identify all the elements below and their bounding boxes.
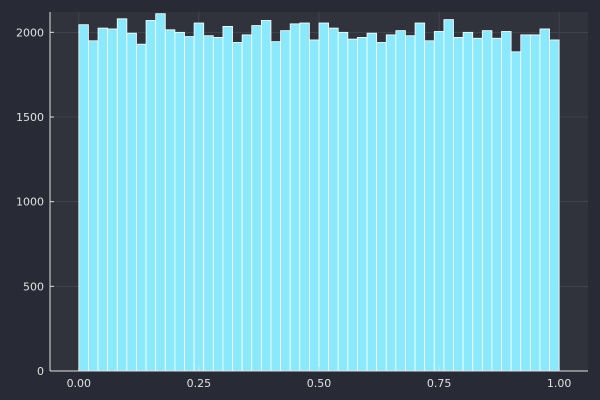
histogram-bar xyxy=(501,31,512,372)
histogram-bar xyxy=(405,35,416,372)
x-tick-label: 0.25 xyxy=(187,377,212,390)
histogram-bar xyxy=(88,40,99,372)
histogram-bar xyxy=(280,30,291,372)
histogram-bar xyxy=(241,34,253,372)
histogram-bar xyxy=(385,34,397,372)
y-tick-label: 500 xyxy=(23,280,44,293)
histogram-bar xyxy=(433,31,445,372)
histogram-bar xyxy=(260,20,272,372)
histogram-bar xyxy=(203,35,214,372)
histogram-bar xyxy=(251,25,262,372)
y-tick-label: 0 xyxy=(37,365,44,378)
histogram-bar xyxy=(443,19,454,372)
histogram-bar xyxy=(212,37,224,372)
histogram-bar xyxy=(116,18,128,372)
histogram-bar xyxy=(539,28,550,372)
histogram-bar xyxy=(376,42,387,372)
histogram-bar xyxy=(337,31,349,372)
histogram-bar xyxy=(481,30,493,372)
y-tick-label: 2000 xyxy=(16,26,44,39)
histogram-bar xyxy=(491,37,502,372)
histogram-bar xyxy=(222,25,233,372)
histogram-bar xyxy=(395,30,406,372)
histogram-bar xyxy=(549,39,560,372)
histogram-bar xyxy=(97,27,109,372)
histogram-bar xyxy=(136,43,147,372)
histogram-bar xyxy=(308,39,320,372)
histogram-bar xyxy=(510,51,522,372)
x-tick-label: 0.00 xyxy=(67,377,92,390)
histogram-bar xyxy=(462,31,474,372)
histogram-bar xyxy=(357,37,368,372)
histogram-bar xyxy=(107,28,118,372)
x-tick-label: 1.00 xyxy=(547,377,572,390)
histogram-bar xyxy=(232,42,243,372)
histogram-bar xyxy=(529,34,541,372)
histogram-bar xyxy=(193,22,205,372)
x-tick-label: 0.50 xyxy=(307,377,332,390)
histogram-bar xyxy=(126,32,137,372)
histogram-bar xyxy=(414,22,426,372)
histogram-bar xyxy=(453,37,464,372)
histogram-bar xyxy=(299,22,310,372)
histogram-bar xyxy=(184,36,195,372)
histogram-bar xyxy=(78,24,89,372)
histogram-bar xyxy=(270,41,281,372)
histogram-bar xyxy=(318,22,330,372)
histogram-bar xyxy=(366,32,378,372)
tick-labels: 0 500 1000 1500 2000 0.00 0.25 0.50 0.75 1.00 xyxy=(16,26,571,390)
histogram-bar xyxy=(155,13,166,372)
histogram-bar xyxy=(289,23,301,372)
histogram-bar xyxy=(145,20,157,372)
histogram-bar xyxy=(472,37,483,372)
x-tick-label: 0.75 xyxy=(427,377,452,390)
y-tick-label: 1000 xyxy=(16,196,44,209)
bars xyxy=(78,13,560,372)
histogram-bar xyxy=(424,40,435,372)
histogram-bar xyxy=(164,29,176,372)
histogram-bar xyxy=(520,34,531,372)
histogram-bar xyxy=(328,27,339,372)
histogram-bar xyxy=(174,31,185,372)
histogram-bar xyxy=(347,38,358,372)
y-tick-label: 1500 xyxy=(16,111,44,124)
